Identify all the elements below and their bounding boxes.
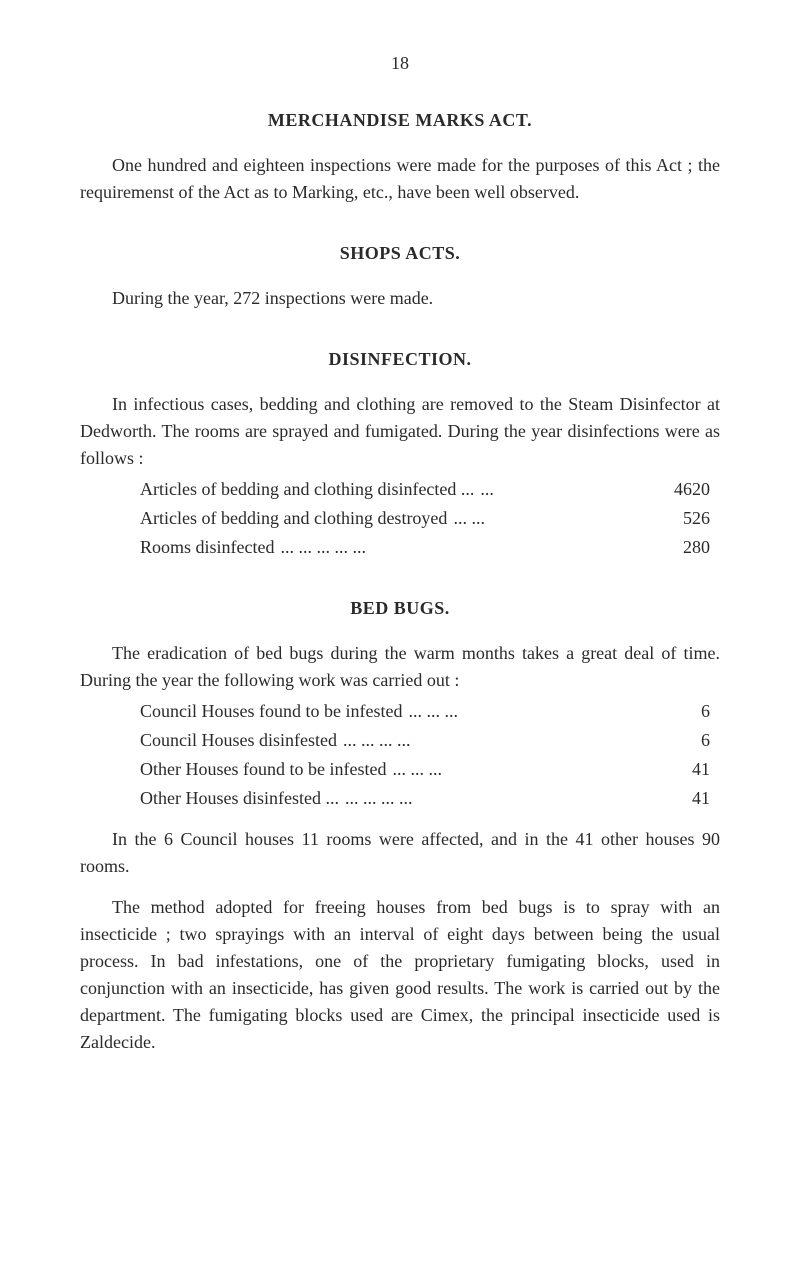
disinfection-title: DISINFECTION. (80, 346, 720, 373)
stat-dots: ... (474, 476, 660, 503)
stat-dots: ... ... ... ... (337, 727, 660, 754)
bedbugs-stat-row: Other Houses disinfested ... ... ... ...… (80, 785, 720, 812)
stat-label: Articles of bedding and clothing destroy… (140, 505, 447, 532)
stat-dots: ... ... ... ... (339, 785, 660, 812)
stat-dots: ... ... ... (386, 756, 660, 783)
bedbugs-paragraph-2: In the 6 Council houses 11 rooms were af… (80, 826, 720, 880)
bedbugs-paragraph-3: The method adopted for freeing houses fr… (80, 894, 720, 1056)
merchandise-title: MERCHANDISE MARKS ACT. (80, 107, 720, 134)
page-number: 18 (80, 50, 720, 77)
stat-dots: ... ... ... (402, 698, 660, 725)
stat-label: Articles of bedding and clothing disinfe… (140, 476, 474, 503)
stat-value: 280 (660, 534, 710, 561)
disinfection-stat-row: Rooms disinfected ... ... ... ... ... 28… (80, 534, 720, 561)
stat-value: 6 (660, 727, 710, 754)
stat-value: 41 (660, 756, 710, 783)
stat-label: Council Houses found to be infested (140, 698, 402, 725)
shops-paragraph: During the year, 272 inspections were ma… (80, 285, 720, 312)
bedbugs-stat-row: Council Houses disinfested ... ... ... .… (80, 727, 720, 754)
disinfection-stat-row: Articles of bedding and clothing destroy… (80, 505, 720, 532)
stat-value: 526 (660, 505, 710, 532)
stat-label: Rooms disinfected (140, 534, 274, 561)
bedbugs-title: BED BUGS. (80, 595, 720, 622)
bedbugs-stat-row: Council Houses found to be infested ... … (80, 698, 720, 725)
disinfection-paragraph: In infectious cases, bedding and clothin… (80, 391, 720, 472)
shops-title: SHOPS ACTS. (80, 240, 720, 267)
stat-label: Council Houses disinfested (140, 727, 337, 754)
stat-value: 6 (660, 698, 710, 725)
stat-value: 41 (660, 785, 710, 812)
bedbugs-paragraph-1: The eradication of bed bugs during the w… (80, 640, 720, 694)
stat-value: 4620 (660, 476, 710, 503)
stat-label: Other Houses disinfested ... (140, 785, 339, 812)
bedbugs-stat-row: Other Houses found to be infested ... ..… (80, 756, 720, 783)
stat-label: Other Houses found to be infested (140, 756, 386, 783)
stat-dots: ... ... (447, 505, 660, 532)
stat-dots: ... ... ... ... ... (274, 534, 660, 561)
merchandise-paragraph: One hundred and eighteen inspections wer… (80, 152, 720, 206)
disinfection-stat-row: Articles of bedding and clothing disinfe… (80, 476, 720, 503)
